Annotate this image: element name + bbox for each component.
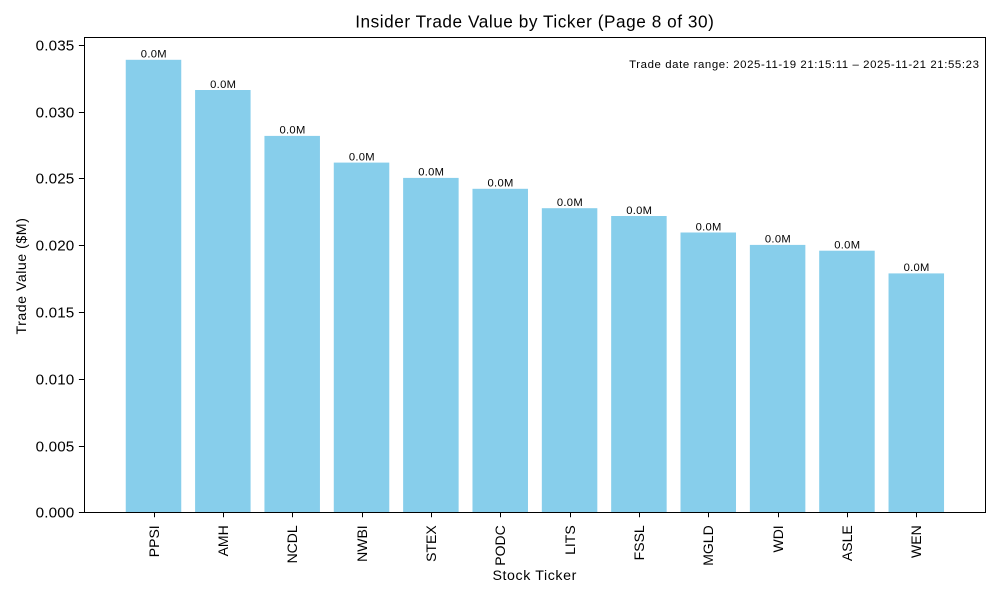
svg-text:Trade Value ($M): Trade Value ($M) — [14, 218, 30, 335]
svg-text:0.0M: 0.0M — [626, 205, 652, 217]
svg-text:0.0M: 0.0M — [834, 240, 860, 252]
svg-text:0.005: 0.005 — [36, 439, 75, 456]
svg-text:0.0M: 0.0M — [418, 167, 444, 179]
svg-text:0.0M: 0.0M — [210, 79, 236, 91]
svg-text:0.030: 0.030 — [36, 105, 75, 122]
svg-text:0.0M: 0.0M — [488, 178, 514, 190]
svg-text:0.0M: 0.0M — [141, 49, 167, 61]
svg-text:ASLE: ASLE — [839, 525, 855, 561]
svg-text:Stock Ticker: Stock Ticker — [492, 568, 576, 584]
svg-text:0.0M: 0.0M — [904, 262, 930, 274]
svg-text:0.0M: 0.0M — [557, 197, 583, 209]
svg-text:NWBI: NWBI — [354, 525, 370, 562]
svg-text:WEN: WEN — [908, 525, 924, 558]
svg-text:FSSL: FSSL — [631, 525, 647, 560]
svg-text:STEX: STEX — [423, 525, 439, 562]
svg-text:0.020: 0.020 — [36, 238, 75, 255]
svg-text:AMH: AMH — [215, 525, 231, 556]
svg-text:0.0M: 0.0M — [349, 151, 375, 163]
svg-text:0.0M: 0.0M — [765, 234, 791, 246]
svg-text:0.025: 0.025 — [36, 171, 75, 188]
svg-text:0.035: 0.035 — [36, 38, 75, 55]
svg-text:MGLD: MGLD — [700, 525, 716, 565]
svg-text:NCDL: NCDL — [284, 525, 300, 563]
svg-text:0.010: 0.010 — [36, 372, 75, 389]
svg-text:0.015: 0.015 — [36, 305, 75, 322]
svg-text:Insider Trade Value by Ticker: Insider Trade Value by Ticker (Page 8 of… — [355, 12, 714, 32]
svg-text:0.0M: 0.0M — [696, 221, 722, 233]
svg-text:PODC: PODC — [492, 525, 508, 565]
svg-text:Trade date range: 2025-11-19 2: Trade date range: 2025-11-19 21:15:11 – … — [629, 59, 979, 71]
svg-text:PPSI: PPSI — [146, 525, 162, 557]
svg-text:LITS: LITS — [562, 525, 578, 555]
svg-text:0.000: 0.000 — [36, 505, 75, 522]
svg-text:0.0M: 0.0M — [280, 125, 306, 137]
svg-text:WDI: WDI — [770, 525, 786, 552]
